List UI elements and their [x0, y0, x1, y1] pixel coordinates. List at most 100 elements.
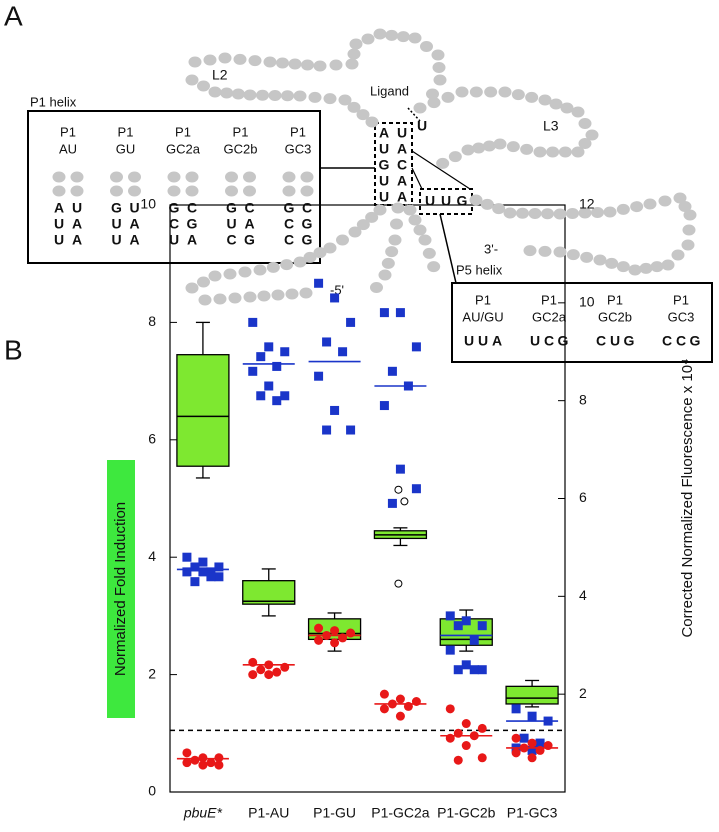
outlier: [400, 497, 409, 506]
base: C: [544, 333, 554, 349]
data-point: [461, 616, 471, 626]
ylabel-background: [107, 460, 135, 718]
nucleotide-dot: [300, 185, 314, 197]
base: C: [284, 216, 294, 232]
data-point: [272, 361, 282, 371]
data-point: [206, 758, 216, 768]
nucleotide-dot: [441, 91, 455, 103]
y-tick-label: 0: [148, 783, 156, 799]
data-point: [535, 738, 545, 748]
nucleotide-dot: [571, 146, 585, 158]
base: C: [302, 200, 312, 216]
nucleotide-dot: [301, 59, 314, 71]
base: A: [379, 125, 389, 141]
nucleotide-dot: [281, 90, 294, 102]
nucleotide-dot: [308, 91, 322, 103]
nucleotide-dot: [167, 185, 181, 197]
nucleotide-dot: [390, 218, 403, 230]
nucleotide-dot: [276, 57, 289, 69]
data-point: [338, 347, 348, 357]
nucleotide-dot: [225, 171, 238, 183]
column-label: P1: [541, 292, 557, 307]
nucleotide-dot: [203, 54, 217, 66]
data-point: [461, 741, 471, 751]
data-point: [527, 753, 537, 763]
y-tick-label: 10: [140, 196, 156, 212]
nucleotide-dot: [616, 203, 630, 215]
nucleotide-dot: [348, 226, 362, 238]
ligand-label: Ligand: [370, 83, 409, 98]
nucleotide-dot: [323, 93, 337, 105]
y2-tick-label: 10: [579, 294, 595, 310]
base: A: [72, 216, 82, 232]
data-point: [477, 621, 487, 631]
nucleotide-dot: [578, 138, 592, 149]
nucleotide-dot: [658, 195, 672, 207]
base: A: [72, 232, 82, 248]
base: U: [379, 189, 389, 205]
nucleotide-dot: [345, 58, 359, 70]
data-point: [214, 562, 224, 572]
nucleotide-dot: [578, 207, 592, 219]
data-point: [214, 572, 224, 582]
nucleotide-dot: [431, 49, 445, 61]
box: [505, 685, 559, 705]
data-point: [256, 665, 266, 675]
nucleotide-dot: [472, 142, 486, 154]
nucleotide-dot: [223, 268, 237, 280]
base: A: [129, 216, 139, 232]
base: C: [187, 200, 197, 216]
data-point: [322, 425, 332, 435]
data-point: [198, 557, 208, 567]
base: U: [169, 232, 179, 248]
data-point: [264, 381, 274, 391]
nucleotide-dot: [385, 29, 399, 41]
data-point: [280, 347, 290, 357]
nucleotide-dot: [213, 293, 227, 305]
nucleotide-dot: [436, 157, 450, 169]
data-point: [190, 577, 200, 587]
base: G: [169, 200, 180, 216]
data-point: [314, 635, 324, 645]
nucleotide-dot: [361, 33, 375, 45]
p5-helix-title: P5 helix: [456, 262, 503, 277]
nucleotide-dot: [336, 234, 349, 246]
ligand-pointer: [407, 107, 421, 122]
base: U: [530, 333, 540, 349]
nucleotide-dot: [553, 208, 567, 220]
nucleotide-dot: [650, 261, 664, 273]
data-point: [379, 308, 389, 318]
base: G: [690, 333, 701, 349]
nucleotide-dot: [681, 239, 695, 251]
column-label: GC3: [285, 141, 312, 156]
nucleotide-dot: [238, 266, 252, 278]
base: U: [129, 200, 139, 216]
base: G: [187, 216, 198, 232]
nucleotide-dot: [427, 261, 441, 273]
nucleotide-dot: [461, 144, 475, 156]
base: C: [676, 333, 686, 349]
nucleotide-dot: [198, 294, 212, 306]
base: U: [226, 216, 236, 232]
data-point: [206, 572, 216, 582]
base: A: [397, 173, 407, 189]
data-point: [214, 760, 224, 770]
nucleotide-dot: [110, 185, 123, 197]
nucleotide-dot: [303, 251, 317, 263]
base: C: [169, 216, 179, 232]
nucleotide-dot: [560, 102, 574, 114]
box: [242, 580, 296, 605]
base: C: [397, 157, 407, 173]
base: U: [397, 125, 407, 141]
base: U: [478, 333, 488, 349]
column-label: P1: [673, 292, 689, 307]
nucleotide-dot: [218, 52, 232, 64]
base: U: [54, 216, 64, 232]
data-point: [469, 665, 479, 675]
base: U: [111, 216, 121, 232]
y-tick-label: 2: [148, 665, 156, 681]
nucleotide-dot: [480, 198, 494, 210]
base: A: [187, 232, 197, 248]
base: A: [397, 141, 407, 157]
data-point: [511, 733, 521, 743]
